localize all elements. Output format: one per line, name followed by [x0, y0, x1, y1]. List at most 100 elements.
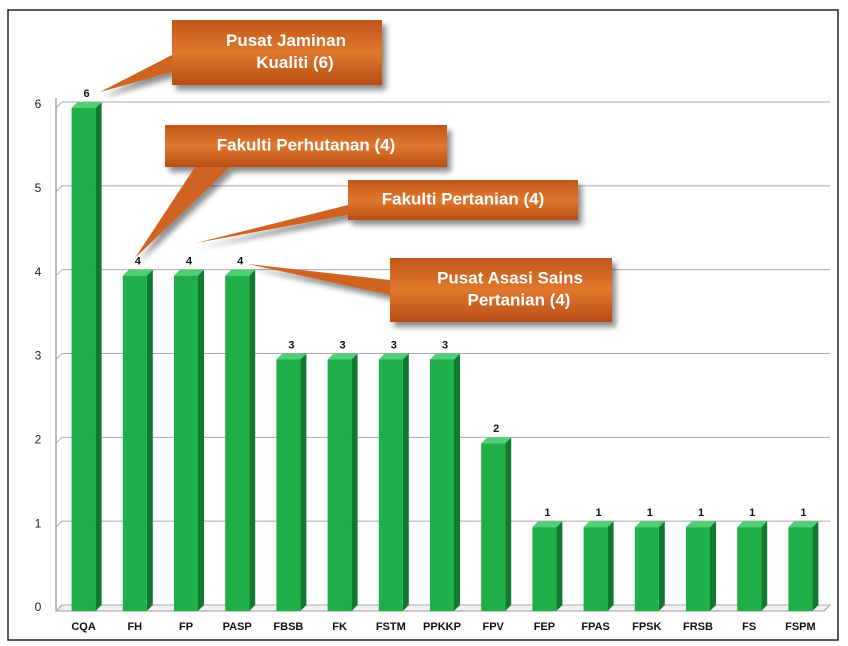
y-tick-label: 5: [35, 181, 42, 195]
callout-pointer: [100, 55, 172, 92]
y-tick-label: 3: [35, 349, 42, 363]
bar-side: [761, 521, 768, 611]
grid-edge: [55, 185, 63, 193]
bar-top: [276, 353, 307, 360]
bar-side: [402, 353, 409, 611]
callout: [135, 125, 447, 258]
value-label: 1: [698, 507, 704, 519]
callout: [196, 180, 578, 243]
bar-front: [122, 275, 147, 611]
y-tick-label: 1: [35, 516, 42, 530]
value-label: 3: [391, 339, 397, 351]
x-tick-label: FPSK: [632, 621, 661, 633]
bar-front: [788, 527, 813, 611]
bar-side: [710, 521, 716, 611]
callout-text: Pertanian (4): [468, 290, 571, 309]
bar: [532, 521, 563, 611]
x-tick-label: FPV: [482, 621, 504, 633]
bar-front: [378, 359, 403, 611]
grid-edge: [55, 436, 63, 444]
bar-side: [658, 521, 665, 611]
bar-top: [225, 269, 256, 276]
bar-front: [71, 108, 96, 611]
bar-side: [607, 521, 614, 611]
callout-text: Kualiti (6): [256, 53, 333, 72]
x-tick-label: FRSB: [683, 621, 713, 633]
value-label: 1: [544, 507, 550, 519]
bar-top: [174, 269, 204, 276]
bar: [634, 521, 665, 611]
value-label: 2: [493, 423, 499, 435]
bar-front: [532, 527, 557, 611]
bar-top: [737, 521, 768, 528]
callout-box: [348, 180, 578, 220]
bar-top: [583, 521, 614, 528]
bar-front: [583, 527, 608, 611]
x-tick-label: FK: [332, 621, 347, 633]
bar-side: [505, 437, 512, 611]
callout-pointer: [248, 264, 390, 295]
bar-top: [327, 353, 358, 360]
callout-text: Pusat Asasi Sains: [437, 268, 583, 287]
callout-text: Pusat Jaminan: [226, 31, 346, 50]
callout-box: [172, 20, 382, 85]
x-tick-label: FS: [742, 621, 756, 633]
bar: [276, 353, 307, 611]
x-tick-label: FP: [179, 621, 193, 633]
bar: [686, 521, 716, 611]
y-tick-label: 6: [35, 97, 42, 111]
y-tick-label: 0: [35, 600, 42, 614]
bar: [788, 521, 819, 611]
bar-side: [249, 269, 256, 611]
bar-top: [686, 521, 716, 528]
bar-front: [737, 527, 762, 611]
bar-side: [198, 269, 204, 611]
bar-top: [634, 521, 665, 528]
grid-edge: [55, 520, 63, 528]
value-label: 3: [442, 339, 448, 351]
bar: [378, 353, 409, 611]
callout-box: [165, 125, 447, 167]
grid-edge: [55, 269, 63, 277]
bar-front: [276, 359, 301, 611]
x-tick-label: FEP: [534, 621, 555, 633]
callout: [248, 258, 612, 322]
x-tick-label: FSTM: [376, 621, 406, 633]
bar-top: [532, 521, 563, 528]
bar-top: [122, 269, 153, 276]
callout-pointer: [196, 205, 348, 243]
bar-front: [430, 359, 454, 611]
bar: [430, 353, 460, 611]
y-tick-label: 2: [35, 433, 42, 447]
bar: [174, 269, 204, 611]
grid-edge: [55, 604, 63, 612]
x-tick-label: FH: [127, 621, 142, 633]
x-tick-label: FPAS: [581, 621, 610, 633]
callout-pointer: [135, 167, 230, 258]
value-label: 4: [135, 256, 142, 268]
bar-side: [351, 353, 358, 611]
x-tick-label: PPKKP: [423, 621, 461, 633]
bar-top: [430, 353, 460, 360]
x-tick-label: PASP: [223, 621, 252, 633]
callout-text: Fakulti Pertanian (4): [382, 189, 544, 208]
x-tick-label: CQA: [71, 621, 96, 633]
bar-front: [174, 275, 198, 611]
bar-side: [300, 353, 307, 611]
callout-box: [390, 258, 612, 322]
value-label: 4: [186, 256, 193, 268]
bar-top: [788, 521, 819, 528]
value-label: 4: [237, 256, 244, 268]
grid-edge: [55, 101, 63, 109]
bar: [737, 521, 768, 611]
x-tick-label: FBSB: [273, 621, 303, 633]
callout-text: Fakulti Perhutanan (4): [217, 135, 396, 154]
bar-top: [481, 437, 512, 444]
value-label: 1: [647, 507, 653, 519]
bar-front: [634, 527, 659, 611]
bar-side: [95, 102, 102, 611]
grid-edge: [55, 353, 63, 360]
value-label: 6: [84, 88, 90, 100]
bar: [583, 521, 614, 611]
